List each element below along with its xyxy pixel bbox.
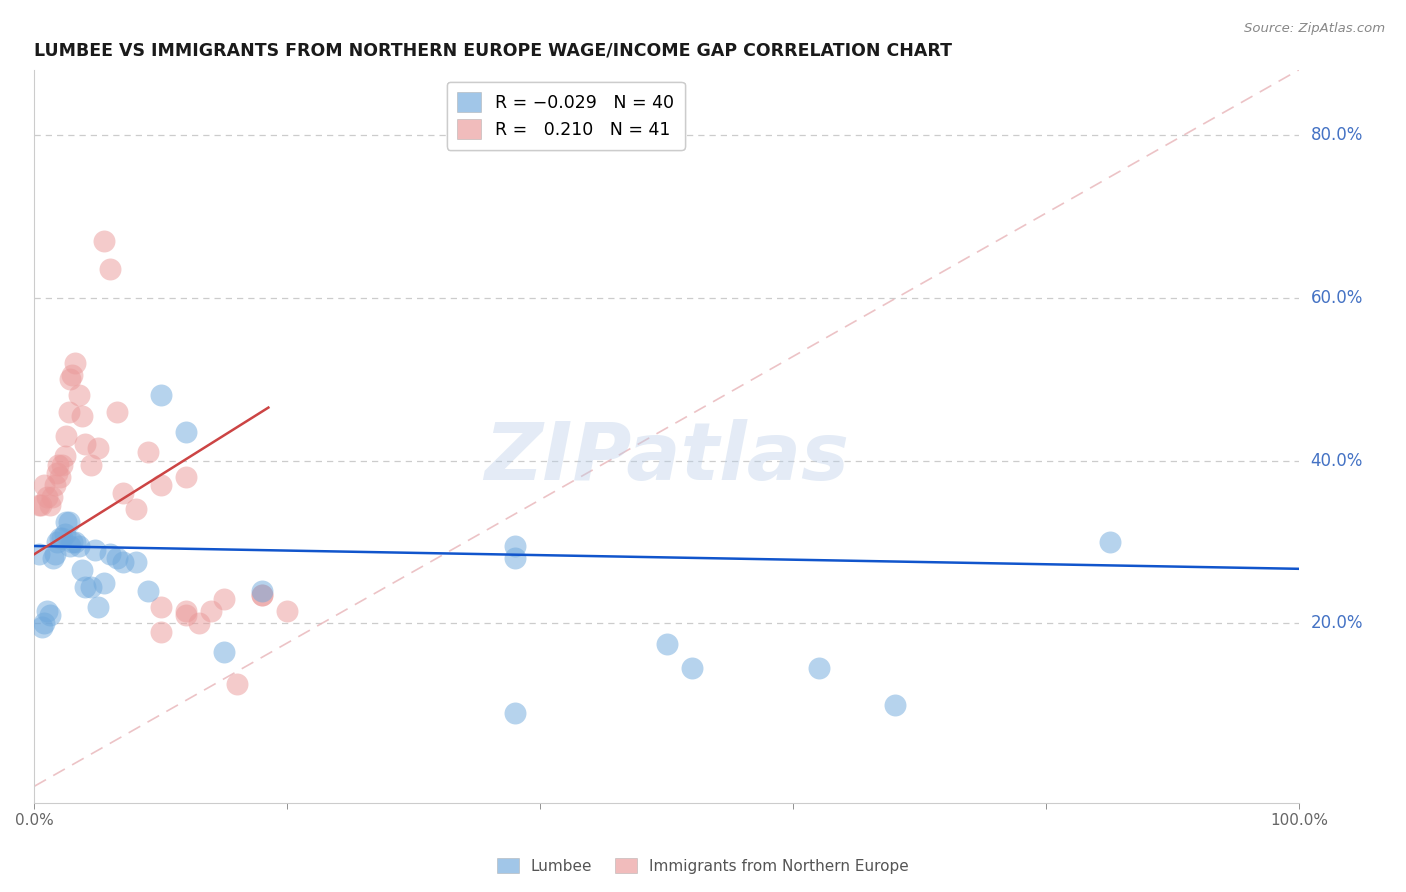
Point (98, 547, 121, 561)
Point (59, 539, 82, 553)
Point (93, 575, 115, 590)
Point (174, 604, 197, 618)
Point (55, 515, 77, 529)
Point (105, 404, 128, 418)
Text: 60.0%: 60.0% (1310, 289, 1362, 307)
Point (63, 535, 86, 549)
Point (60, 368, 83, 382)
Point (86, 442, 108, 456)
Point (34, 478, 56, 492)
Point (80, 458, 103, 472)
Point (174, 470, 197, 484)
Point (136, 445, 159, 459)
Point (58, 515, 80, 529)
Point (111, 555, 134, 569)
Point (80, 580, 103, 594)
Point (212, 645, 235, 659)
Legend: Lumbee, Immigrants from Northern Europe: Lumbee, Immigrants from Northern Europe (491, 852, 915, 880)
Point (59, 372, 82, 386)
Point (73, 580, 96, 594)
Point (883, 698, 905, 712)
Legend: R = −0.029   N = 40, R =   0.210   N = 41: R = −0.029 N = 40, R = 0.210 N = 41 (447, 82, 685, 150)
Point (48, 458, 70, 472)
Point (1098, 535, 1121, 549)
Point (44, 478, 66, 492)
Point (503, 551, 526, 566)
Point (38, 608, 60, 623)
Point (124, 555, 146, 569)
Point (681, 661, 703, 675)
Point (51, 531, 73, 545)
Point (38, 498, 60, 512)
Point (84, 543, 107, 558)
Point (42, 551, 65, 566)
Point (149, 478, 172, 492)
Point (174, 425, 197, 439)
Point (44, 547, 66, 561)
Point (67, 388, 90, 402)
Point (31, 620, 53, 634)
Point (111, 486, 134, 500)
Point (174, 608, 197, 623)
Text: 40.0%: 40.0% (1310, 451, 1362, 469)
Point (250, 583, 273, 598)
Text: 20.0%: 20.0% (1310, 615, 1362, 632)
Point (28, 498, 51, 512)
Text: LUMBEE VS IMMIGRANTS FROM NORTHERN EUROPE WAGE/INCOME GAP CORRELATION CHART: LUMBEE VS IMMIGRANTS FROM NORTHERN EUROP… (34, 42, 952, 60)
Point (149, 624, 172, 639)
Point (98, 262, 121, 277)
Text: ZIPatlas: ZIPatlas (484, 419, 849, 497)
Point (149, 600, 172, 615)
Text: Source: ZipAtlas.com: Source: ZipAtlas.com (1244, 22, 1385, 36)
Point (276, 604, 298, 618)
Point (41, 490, 63, 504)
Point (503, 539, 526, 553)
Point (72, 409, 94, 423)
Point (93, 234, 115, 248)
Point (58, 404, 80, 418)
Point (46, 535, 69, 549)
Point (53, 526, 76, 541)
Point (53, 450, 76, 464)
Point (60, 535, 83, 549)
Point (72, 564, 94, 578)
Point (655, 637, 678, 651)
Point (48, 531, 70, 545)
Point (55, 429, 77, 443)
Point (35, 604, 58, 618)
Point (136, 583, 159, 598)
Point (67, 539, 90, 553)
Point (46, 466, 69, 480)
Point (124, 502, 146, 516)
Point (73, 437, 96, 451)
Point (48, 470, 70, 484)
Point (200, 604, 222, 618)
Point (250, 588, 273, 602)
Point (503, 706, 526, 720)
Point (30, 498, 52, 512)
Point (225, 677, 247, 691)
Point (34, 616, 56, 631)
Point (63, 356, 86, 370)
Point (212, 591, 235, 606)
Point (149, 388, 172, 402)
Point (35, 490, 58, 504)
Point (86, 600, 108, 615)
Point (28, 547, 51, 561)
Point (51, 458, 73, 472)
Point (807, 661, 830, 675)
Point (250, 588, 273, 602)
Point (187, 616, 209, 631)
Point (105, 551, 128, 566)
Text: 80.0%: 80.0% (1310, 126, 1362, 144)
